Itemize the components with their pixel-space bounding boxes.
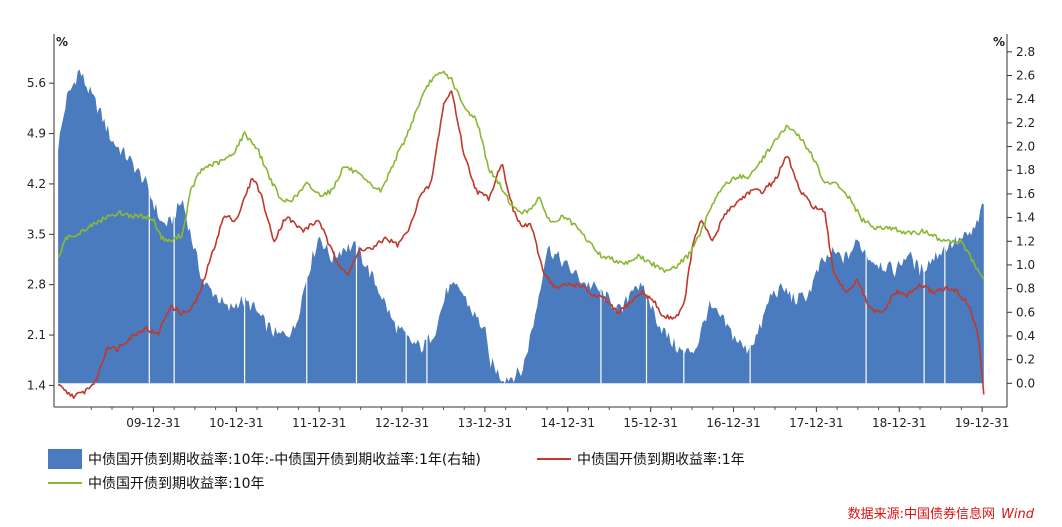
- right-tick-label: 0.2: [1016, 353, 1035, 367]
- legend-item-10y: 中债国开债到期收益率:10年: [48, 473, 265, 493]
- series-area-spread: [58, 69, 984, 384]
- legend-swatch-1y: [537, 458, 571, 460]
- legend-label-10y: 中债国开债到期收益率:10年: [88, 476, 265, 492]
- right-tick-label: 1.2: [1016, 234, 1035, 248]
- x-tick-label: 12-12-31: [375, 416, 429, 430]
- data-source: 数据来源:中国债券信息网 Wind: [848, 503, 1034, 522]
- right-tick-label: 0.8: [1016, 282, 1035, 296]
- left-axis-unit: %: [56, 35, 68, 49]
- left-tick-label: 3.5: [27, 227, 46, 241]
- left-tick-label: 5.6: [27, 76, 46, 90]
- right-tick-label: 1.0: [1016, 258, 1035, 272]
- series-line-1y: [57, 90, 985, 399]
- right-axis-unit: %: [993, 35, 1005, 49]
- right-tick-label: 0.0: [1016, 376, 1035, 390]
- x-tick-label: 16-12-31: [706, 416, 760, 430]
- legend-item-spread: 中债国开债到期收益率:10年:-中债国开债到期收益率:1年(右轴): [48, 449, 481, 469]
- x-tick-label: 10-12-31: [209, 416, 263, 430]
- right-tick-label: 1.8: [1016, 163, 1035, 177]
- x-tick-label: 09-12-31: [126, 416, 180, 430]
- legend-swatch-10y: [48, 482, 82, 484]
- right-tick-label: 2.8: [1016, 45, 1035, 59]
- right-tick-label: 1.4: [1016, 211, 1035, 225]
- legend-label-1y: 中债国开债到期收益率:1年: [577, 452, 745, 468]
- legend-swatch-spread: [48, 449, 82, 469]
- right-tick-label: 0.4: [1016, 329, 1035, 343]
- left-tick-label: 2.1: [27, 328, 46, 342]
- right-tick-label: 2.2: [1016, 116, 1035, 130]
- x-tick-label: 11-12-31: [292, 416, 346, 430]
- left-tick-label: 4.9: [27, 127, 46, 141]
- series-line-10y: [57, 70, 985, 280]
- right-tick-label: 2.4: [1016, 92, 1035, 106]
- left-tick-label: 4.2: [27, 177, 46, 191]
- x-tick-label: 13-12-31: [458, 416, 512, 430]
- right-tick-label: 2.0: [1016, 140, 1035, 154]
- spread-area-layer: [58, 60, 984, 384]
- yield-lines-layer: [57, 70, 985, 399]
- chart: 1.4 2.1 2.8 3.5 4.2 4.9 5.6 0.0 0.2 0.4 0.6 0.8 1.0 1…: [27, 34, 1035, 430]
- source-brand: Wind: [1001, 507, 1034, 522]
- legend-label-spread: 中债国开债到期收益率:10年:-中债国开债到期收益率:1年(右轴): [88, 452, 481, 468]
- right-tick-label: 0.6: [1016, 305, 1035, 319]
- legend-item-1y: 中债国开债到期收益率:1年: [537, 449, 745, 469]
- axes-layer: 1.4 2.1 2.8 3.5 4.2 4.9 5.6 0.0 0.2 0.4 0.6 0.8 1.0 1…: [27, 34, 1035, 430]
- x-tick-label: 14-12-31: [541, 416, 595, 430]
- x-tick-label: 19-12-31: [955, 416, 1009, 430]
- left-tick-label: 1.4: [27, 378, 46, 392]
- left-tick-label: 2.8: [27, 278, 46, 292]
- source-text: 数据来源:中国债券信息网: [847, 507, 996, 522]
- right-tick-label: 1.6: [1016, 187, 1035, 201]
- x-tick-label: 15-12-31: [623, 416, 677, 430]
- right-tick-label: 2.6: [1016, 69, 1035, 83]
- x-tick-label: 18-12-31: [872, 416, 926, 430]
- x-tick-label: 17-12-31: [789, 416, 843, 430]
